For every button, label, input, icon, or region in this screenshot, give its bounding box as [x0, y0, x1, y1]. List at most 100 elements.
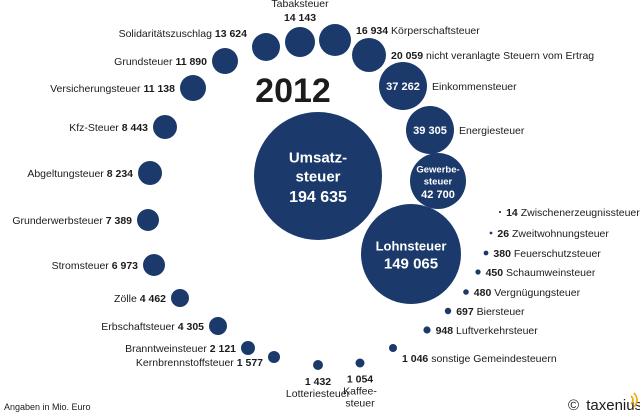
bubble-label-schaumweinsteuer: 450 Schaumweinsteuer: [486, 267, 596, 279]
bubble-value-energiesteuer: 39 305: [413, 125, 447, 137]
brand-logo: © taxenius: [568, 392, 640, 414]
bubble-nicht-veranlagte-steuern-vom-ertrag: 20 059 nicht veranlagte Steuern vom Ertr…: [352, 38, 594, 72]
bubble-circle-einkommensteuer: [379, 62, 427, 110]
bubble-circle-tabaksteuer: [285, 27, 315, 57]
bubble-feuerschutzsteuer: 380 Feuerschutzsteuer: [483, 248, 601, 260]
bubble-label-kfz-steuer: Kfz-Steuer 8 443: [69, 122, 148, 134]
bubble-label-kernbrennstoffsteuer: Kernbrennstoffsteuer 1 577: [136, 357, 263, 369]
bubble-energiesteuer: 39 305 Energiesteuer: [406, 106, 525, 154]
footnote: Angaben in Mio. Euro: [4, 402, 91, 412]
bubble-tabaksteuer: Tabaksteuer 14 143: [271, 0, 329, 57]
bubble-circle-feuerschutzsteuer: [483, 250, 489, 256]
bubble-label-zwischenerzeugnissteuer: 14 Zwischenerzeugnissteuer: [506, 207, 640, 219]
bubble-label-versicherungsteuer: Versicherungsteuer 11 138: [50, 83, 175, 95]
bubble-label-erbschaftsteuer: Erbschaftsteuer 4 305: [101, 321, 204, 333]
bubble-grundsteuer: Grundsteuer 11 890: [114, 48, 238, 74]
bubble-biersteuer: 697 Biersteuer: [444, 306, 525, 318]
bubble-vergnuegungsteuer: 480 Vergnügungsteuer: [463, 287, 581, 299]
bubble-branntweinsteuer: Branntweinsteuer 2 121: [125, 341, 255, 355]
bubble-circle-solidaritaetszuschlag: [252, 33, 280, 61]
bubble-value-lotteriesteuer: 1 432: [305, 376, 331, 388]
brand-name: taxenius: [586, 397, 640, 414]
bubble-label-zweitwohnungsteuer: 26 Zweitwohnungsteuer: [497, 228, 609, 240]
bubble-label-stromsteuer: Stromsteuer 6 973: [52, 260, 139, 272]
bubble-gewerbesteuer: Gewerbe-steuer 42 700: [410, 153, 466, 209]
bubble-abgeltungsteuer: Abgeltungsteuer 8 234: [27, 161, 162, 185]
bubble-label-luftverkehrsteuer: 948 Luftverkehrsteuer: [436, 325, 539, 337]
bubble-zweitwohnungsteuer: 26 Zweitwohnungsteuer: [489, 228, 609, 240]
bubble-grunderwerbsteuer: Grunderwerbsteuer 7 389: [12, 209, 159, 231]
bubble-zwischenerzeugnissteuer: 14 Zwischenerzeugnissteuer: [498, 207, 640, 219]
bubble-circle-abgeltungsteuer: [138, 161, 162, 185]
bubble-label-zoelle: Zölle 4 462: [114, 293, 166, 305]
bubble-circle-vergnuegungsteuer: [463, 289, 469, 295]
bubble-circle-lohnsteuer: [361, 204, 461, 304]
bubble-value-gewerbesteuer: 42 700: [421, 189, 455, 201]
bubble-versicherungsteuer: Versicherungsteuer 11 138: [50, 75, 206, 101]
wave-icon: [630, 392, 638, 408]
bubble-label-nicht-veranlagte-steuern-vom-ertrag: 20 059 nicht veranlagte Steuern vom Ertr…: [391, 50, 594, 62]
bubble-circle-nicht-veranlagte-steuern-vom-ertrag: [352, 38, 386, 72]
bubble-label-grundsteuer: Grundsteuer 11 890: [114, 56, 207, 68]
bubble-label-umsatzsteuer: Umsatz-: [289, 150, 347, 167]
bubble-circle-lotteriesteuer: [313, 360, 323, 370]
bubble-einkommensteuer: 37 262 Einkommensteuer: [379, 62, 517, 110]
bubble-circle-energiesteuer: [406, 106, 454, 154]
bubble-umsatzsteuer: Umsatz-steuer 194 635: [254, 112, 382, 240]
bubble-kernbrennstoffsteuer: Kernbrennstoffsteuer 1 577: [136, 351, 280, 369]
bubble-circle-stromsteuer: [143, 254, 165, 276]
bubble-label-biersteuer: 697 Biersteuer: [456, 306, 525, 318]
bubble-circle-zoelle: [171, 289, 189, 307]
bubble-erbschaftsteuer: Erbschaftsteuer 4 305: [101, 317, 227, 335]
bubble-kfz-steuer: Kfz-Steuer 8 443: [69, 115, 177, 139]
bubble-value-tabaksteuer: 14 143: [284, 12, 316, 24]
svg-text:© taxenius: © taxenius: [568, 397, 640, 414]
bubble-circle-luftverkehrsteuer: [423, 326, 431, 334]
bubble-label-lotteriesteuer: Lotteriesteuer: [286, 388, 351, 400]
bubble-circle-grunderwerbsteuer: [137, 209, 159, 231]
bubble-stromsteuer: Stromsteuer 6 973: [52, 254, 165, 276]
bubble-circle-gewerbesteuer: [410, 153, 466, 209]
bubble-label-kaffeesteuer: Kaffee-: [343, 386, 377, 398]
bubble-label-sonstige-gemeindesteuern: 1 046 sonstige Gemeindesteuern: [402, 353, 557, 365]
bubble-koerperschaftsteuer: 16 934 Körperschaftsteuer: [319, 24, 480, 56]
bubble-label-feuerschutzsteuer: 380 Feuerschutzsteuer: [493, 248, 601, 260]
bubble-circle-versicherungsteuer: [180, 75, 206, 101]
bubble-luftverkehrsteuer: 948 Luftverkehrsteuer: [423, 325, 538, 337]
bubble-circle-koerperschaftsteuer: [319, 24, 351, 56]
bubble-circle-grundsteuer: [212, 48, 238, 74]
bubble-circle-kfz-steuer: [153, 115, 177, 139]
bubble-label-vergnuegungsteuer: 480 Vergnügungsteuer: [474, 287, 581, 299]
bubble-lohnsteuer: Lohnsteuer 149 065: [361, 204, 461, 304]
bubble-value-einkommensteuer: 37 262: [386, 81, 420, 93]
year-label: 2012: [255, 72, 331, 110]
bubble-label-gewerbesteuer: steuer: [424, 176, 453, 187]
bubble-label-gewerbesteuer: Gewerbe-: [416, 164, 459, 175]
bubble-circle-branntweinsteuer: [241, 341, 255, 355]
bubble-label-einkommensteuer: Einkommensteuer: [432, 81, 517, 93]
bubble-value-lohnsteuer: 149 065: [384, 256, 438, 273]
bubble-circle-zweitwohnungsteuer: [489, 231, 493, 235]
bubble-circle-umsatzsteuer: [254, 112, 382, 240]
bubble-circle-sonstige-gemeindesteuern: [389, 344, 397, 352]
bubble-sonstige-gemeindesteuern: 1 046 sonstige Gemeindesteuern: [389, 344, 557, 365]
bubble-label-solidaritaetszuschlag: Solidaritätszuschlag 13 624: [119, 28, 248, 40]
bubble-circle-kaffeesteuer: [355, 358, 365, 368]
bubble-circle-erbschaftsteuer: [209, 317, 227, 335]
bubble-layer: Umsatz-steuer 194 635 Lohnsteuer 149 065 Gew…: [12, 0, 640, 410]
bubble-label-tabaksteuer: Tabaksteuer: [271, 0, 329, 10]
bubble-circle-schaumweinsteuer: [475, 269, 481, 275]
bubble-label-grunderwerbsteuer: Grunderwerbsteuer 7 389: [12, 215, 132, 227]
bubble-circle-zwischenerzeugnissteuer: [498, 210, 502, 214]
bubble-label-abgeltungsteuer: Abgeltungsteuer 8 234: [27, 168, 133, 180]
bubble-circle-biersteuer: [444, 307, 452, 315]
bubble-label-energiesteuer: Energiesteuer: [459, 125, 525, 137]
bubble-label-branntweinsteuer: Branntweinsteuer 2 121: [125, 343, 236, 355]
bubble-circle-kernbrennstoffsteuer: [268, 351, 280, 363]
bubble-label-koerperschaftsteuer: 16 934 Körperschaftsteuer: [356, 25, 480, 37]
bubble-zoelle: Zölle 4 462: [114, 289, 189, 307]
bubble-schaumweinsteuer: 450 Schaumweinsteuer: [475, 267, 596, 279]
